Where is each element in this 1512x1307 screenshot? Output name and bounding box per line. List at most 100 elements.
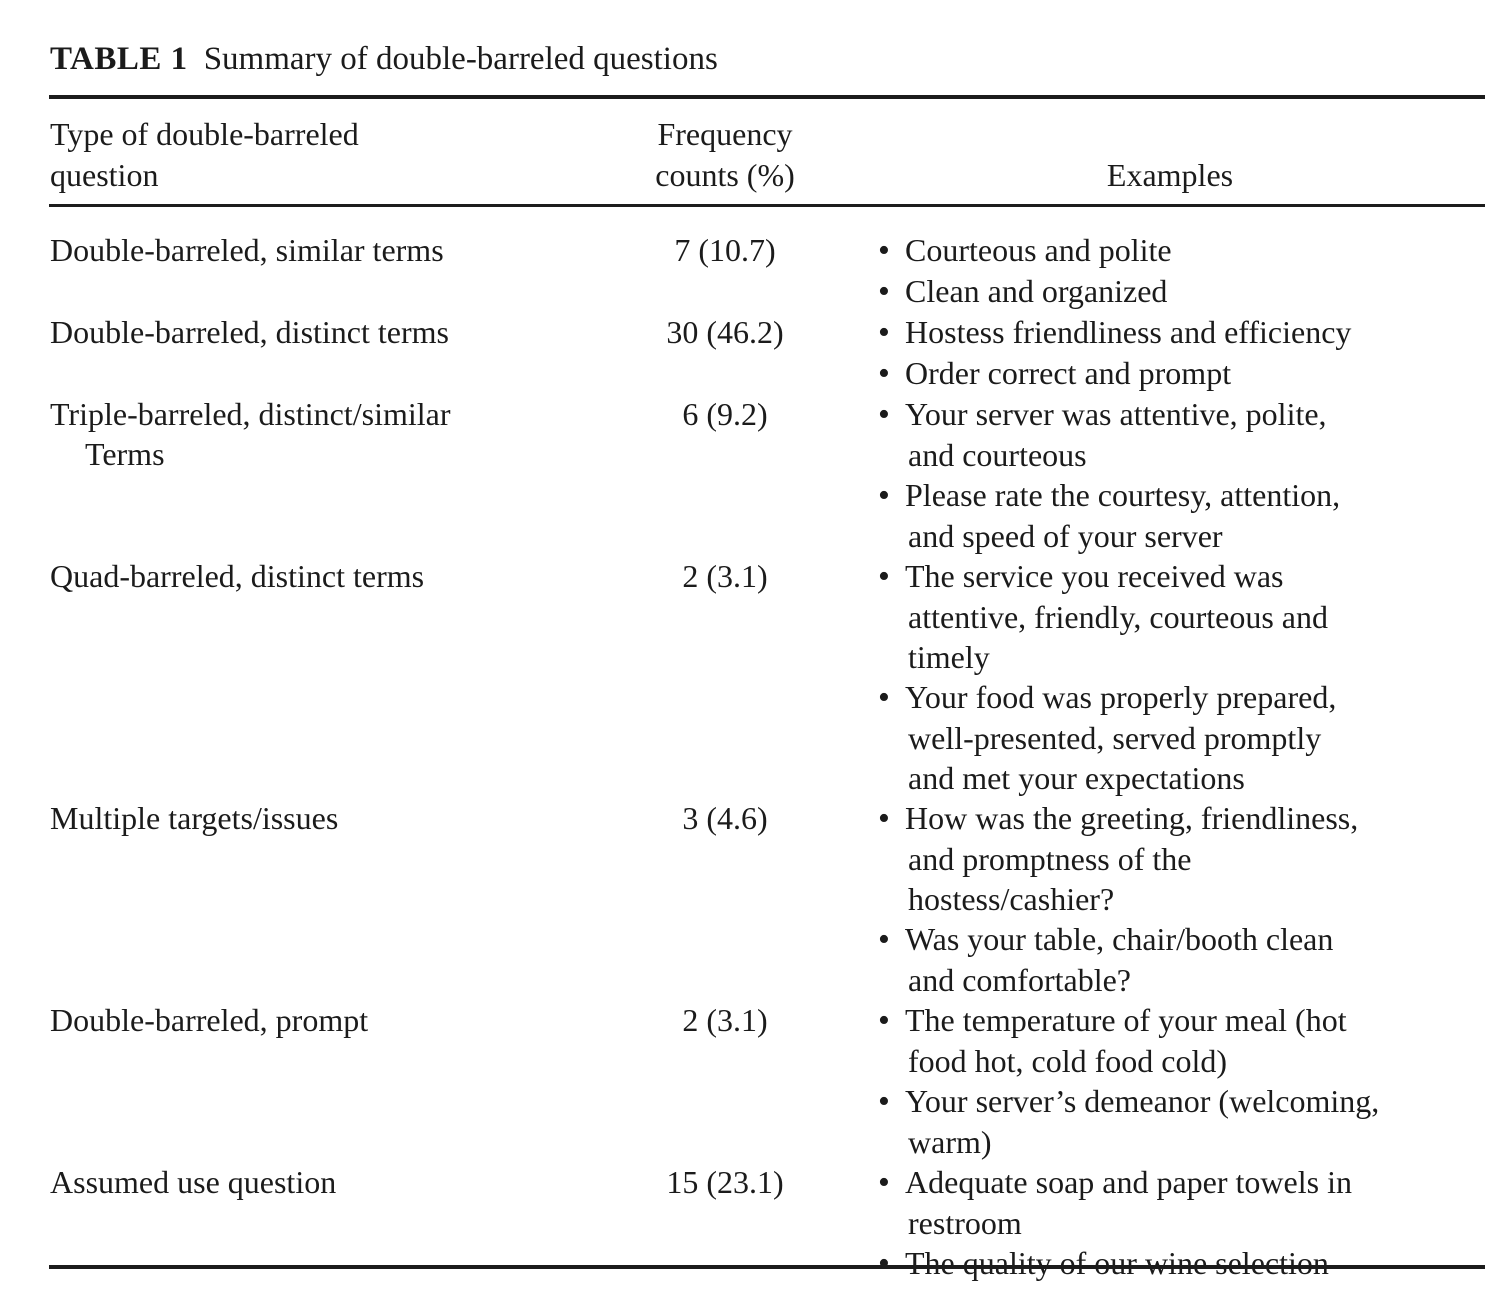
row-frequency: 15 (23.1) <box>666 1164 784 1200</box>
table-row: Assumed use question 15 (23.1) • Adequate s… <box>50 1162 1462 1284</box>
row-type: Double-barreled, similar terms <box>50 230 600 312</box>
type-line: Multiple targets/issues <box>50 800 339 836</box>
example-text: Courteous and polite <box>905 232 1172 268</box>
example-text: and courteous <box>908 437 1087 473</box>
example-text: and promptness of the <box>908 841 1192 877</box>
example-item: • Your server’s demeanor (welcoming, warm) <box>878 1081 1462 1162</box>
column-header-frequency-line1: Frequency <box>657 116 793 152</box>
table-title: Summary of double-barreled questions <box>203 41 718 77</box>
column-header-frequency: Frequency counts (%) <box>600 114 850 196</box>
row-examples: • How was the greeting, friendliness, and … <box>850 798 1462 1000</box>
type-line: Double-barreled, distinct terms <box>50 314 449 350</box>
table-caption: TABLE 1 Summary of double-barreled questi… <box>50 38 718 80</box>
table-row: Double-barreled, similar terms 7 (10.7) • C… <box>50 230 1462 312</box>
bullet-icon: • <box>878 1164 890 1201</box>
example-item: • Your food was properly prepared, well-pr… <box>878 677 1462 798</box>
bullet-icon: • <box>878 1002 890 1039</box>
row-type: Double-barreled, distinct terms <box>50 312 600 394</box>
row-frequency: 30 (46.2) <box>666 314 784 350</box>
bullet-icon: • <box>878 1083 890 1120</box>
type-line: Double-barreled, similar terms <box>50 232 444 268</box>
bullet-icon: • <box>878 477 890 514</box>
row-examples: • Your server was attentive, polite, and c… <box>850 394 1462 556</box>
example-text: and comfortable? <box>908 962 1131 998</box>
row-type: Quad-barreled, distinct terms <box>50 556 600 798</box>
example-text: Your server was attentive, polite, <box>905 396 1327 432</box>
example-first-line: • Was your table, chair/booth clean <box>878 919 1462 960</box>
example-item: • Please rate the courtesy, attention, and… <box>878 475 1462 556</box>
row-frequency: 6 (9.2) <box>682 396 768 432</box>
example-first-line: • How was the greeting, friendliness, <box>878 798 1462 839</box>
table-row: Double-barreled, distinct terms 30 (46.2)… <box>50 312 1462 394</box>
rule-above-header <box>49 95 1485 99</box>
example-first-line: • The temperature of your meal (hot <box>878 1000 1462 1041</box>
example-item: • Hostess friendliness and efficiency <box>878 312 1462 353</box>
example-item: • The service you received was attentive, … <box>878 556 1462 677</box>
example-text: Clean and organized <box>905 273 1168 309</box>
bullet-icon: • <box>878 800 890 837</box>
example-text: and speed of your server <box>908 518 1223 554</box>
row-frequency: 2 (3.1) <box>682 1002 768 1038</box>
column-header-examples: Examples <box>1106 157 1234 193</box>
example-text: How was the greeting, friendliness, <box>905 800 1359 836</box>
example-text: and met your expectations <box>908 760 1245 796</box>
example-text: Adequate soap and paper towels in <box>905 1164 1352 1200</box>
row-examples: • Courteous and polite • Clean and organize… <box>850 230 1462 312</box>
row-examples: • Hostess friendliness and efficiency • Ord… <box>850 312 1462 394</box>
bullet-icon: • <box>878 679 890 716</box>
example-first-line: • Your food was properly prepared, <box>878 677 1462 718</box>
example-item: • Clean and organized <box>878 271 1462 312</box>
example-text: Please rate the courtesy, attention, <box>905 477 1341 513</box>
row-type: Multiple targets/issues <box>50 798 600 1000</box>
bullet-icon: • <box>878 558 890 595</box>
example-item: • The temperature of your meal (hot food h… <box>878 1000 1462 1081</box>
example-item: • How was the greeting, friendliness, and … <box>878 798 1462 919</box>
example-text: The service you received was <box>905 558 1284 594</box>
example-first-line: • The service you received was <box>878 556 1462 597</box>
bullet-icon: • <box>878 396 890 433</box>
row-frequency: 2 (3.1) <box>682 558 768 594</box>
example-text: Order correct and prompt <box>905 355 1232 391</box>
example-item: • Was your table, chair/booth clean and co… <box>878 919 1462 1000</box>
example-item: • Order correct and prompt <box>878 353 1462 394</box>
table-row: Quad-barreled, distinct terms 2 (3.1) • The… <box>50 556 1462 798</box>
type-line: Triple-barreled, distinct/similar <box>50 396 451 432</box>
row-frequency: 7 (10.7) <box>674 232 776 268</box>
example-text: The temperature of your meal (hot <box>905 1002 1347 1038</box>
table-header: Type of double-barreled question Frequen… <box>50 114 1462 196</box>
row-examples: • Adequate soap and paper towels in restro… <box>850 1162 1462 1284</box>
example-first-line: • The quality of our wine selection <box>878 1243 1462 1284</box>
table-body: Double-barreled, similar terms 7 (10.7) • C… <box>50 230 1462 1284</box>
bullet-icon: • <box>878 273 890 310</box>
row-type: Triple-barreled, distinct/similar Terms <box>50 394 600 556</box>
example-text: Hostess friendliness and efficiency <box>905 314 1352 350</box>
row-examples: • The service you received was attentive, … <box>850 556 1462 798</box>
type-line: Quad-barreled, distinct terms <box>50 558 425 594</box>
bullet-icon: • <box>878 921 890 958</box>
bullet-icon: • <box>878 232 890 269</box>
bullet-icon: • <box>878 1245 890 1282</box>
bullet-icon: • <box>878 314 890 351</box>
example-first-line: • Hostess friendliness and efficiency <box>878 312 1462 353</box>
example-text: Your server’s demeanor (welcoming, <box>905 1083 1380 1119</box>
example-first-line: • Courteous and polite <box>878 230 1462 271</box>
example-first-line: • Your server’s demeanor (welcoming, <box>878 1081 1462 1122</box>
type-line: Terms <box>85 436 165 472</box>
row-frequency: 3 (4.6) <box>682 800 768 836</box>
example-text: timely <box>908 639 990 675</box>
rule-below-header <box>49 204 1485 207</box>
table-row: Double-barreled, prompt 2 (3.1) • The tempe… <box>50 1000 1462 1162</box>
column-header-type: Type of double-barreled question <box>50 114 600 196</box>
example-first-line: • Order correct and prompt <box>878 353 1462 394</box>
column-header-type-line1: Type of double-barreled <box>50 116 359 152</box>
example-first-line: • Clean and organized <box>878 271 1462 312</box>
example-text: attentive, friendly, courteous and <box>908 599 1328 635</box>
table-row: Multiple targets/issues 3 (4.6) • How was t… <box>50 798 1462 1000</box>
example-text: food hot, cold food cold) <box>908 1043 1228 1079</box>
example-item: • Courteous and polite <box>878 230 1462 271</box>
example-text: warm) <box>908 1124 992 1160</box>
type-line: Double-barreled, prompt <box>50 1002 369 1038</box>
table-number: TABLE 1 <box>50 41 188 77</box>
bullet-icon: • <box>878 355 890 392</box>
example-text: hostess/cashier? <box>908 881 1115 917</box>
